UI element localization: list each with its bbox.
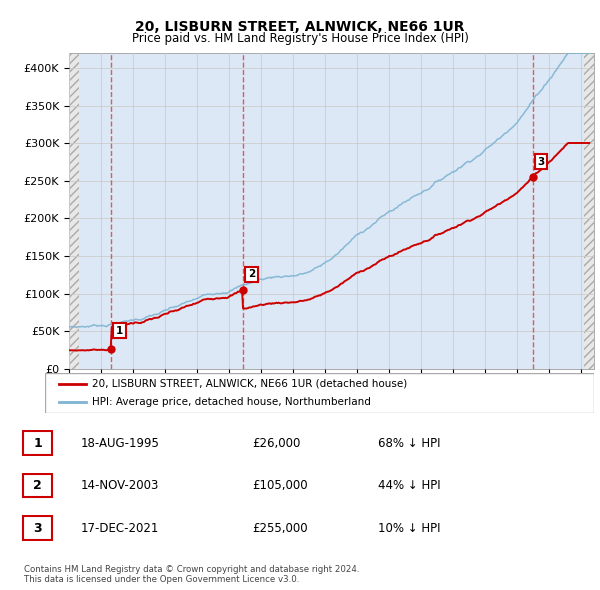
Text: 44% ↓ HPI: 44% ↓ HPI xyxy=(378,479,440,492)
Text: 3: 3 xyxy=(33,522,42,535)
Bar xyxy=(69,53,79,369)
FancyBboxPatch shape xyxy=(45,373,594,413)
Text: HPI: Average price, detached house, Northumberland: HPI: Average price, detached house, Nort… xyxy=(92,397,371,407)
FancyBboxPatch shape xyxy=(23,474,52,497)
Bar xyxy=(584,53,594,369)
Text: 3: 3 xyxy=(538,156,545,166)
Text: 10% ↓ HPI: 10% ↓ HPI xyxy=(378,522,440,535)
Text: £105,000: £105,000 xyxy=(252,479,308,492)
Text: 68% ↓ HPI: 68% ↓ HPI xyxy=(378,437,440,450)
FancyBboxPatch shape xyxy=(23,516,52,540)
Text: 2: 2 xyxy=(248,269,255,279)
Text: £255,000: £255,000 xyxy=(252,522,308,535)
Text: 1: 1 xyxy=(33,437,42,450)
Text: 17-DEC-2021: 17-DEC-2021 xyxy=(81,522,160,535)
Text: 18-AUG-1995: 18-AUG-1995 xyxy=(81,437,160,450)
Text: £26,000: £26,000 xyxy=(252,437,301,450)
Text: 14-NOV-2003: 14-NOV-2003 xyxy=(81,479,160,492)
Text: 20, LISBURN STREET, ALNWICK, NE66 1UR (detached house): 20, LISBURN STREET, ALNWICK, NE66 1UR (d… xyxy=(92,379,407,389)
FancyBboxPatch shape xyxy=(23,431,52,455)
Text: Price paid vs. HM Land Registry's House Price Index (HPI): Price paid vs. HM Land Registry's House … xyxy=(131,32,469,45)
Text: 1: 1 xyxy=(116,326,123,336)
Text: 2: 2 xyxy=(33,479,42,492)
Text: Contains HM Land Registry data © Crown copyright and database right 2024.
This d: Contains HM Land Registry data © Crown c… xyxy=(24,565,359,584)
Text: 20, LISBURN STREET, ALNWICK, NE66 1UR: 20, LISBURN STREET, ALNWICK, NE66 1UR xyxy=(135,20,465,34)
